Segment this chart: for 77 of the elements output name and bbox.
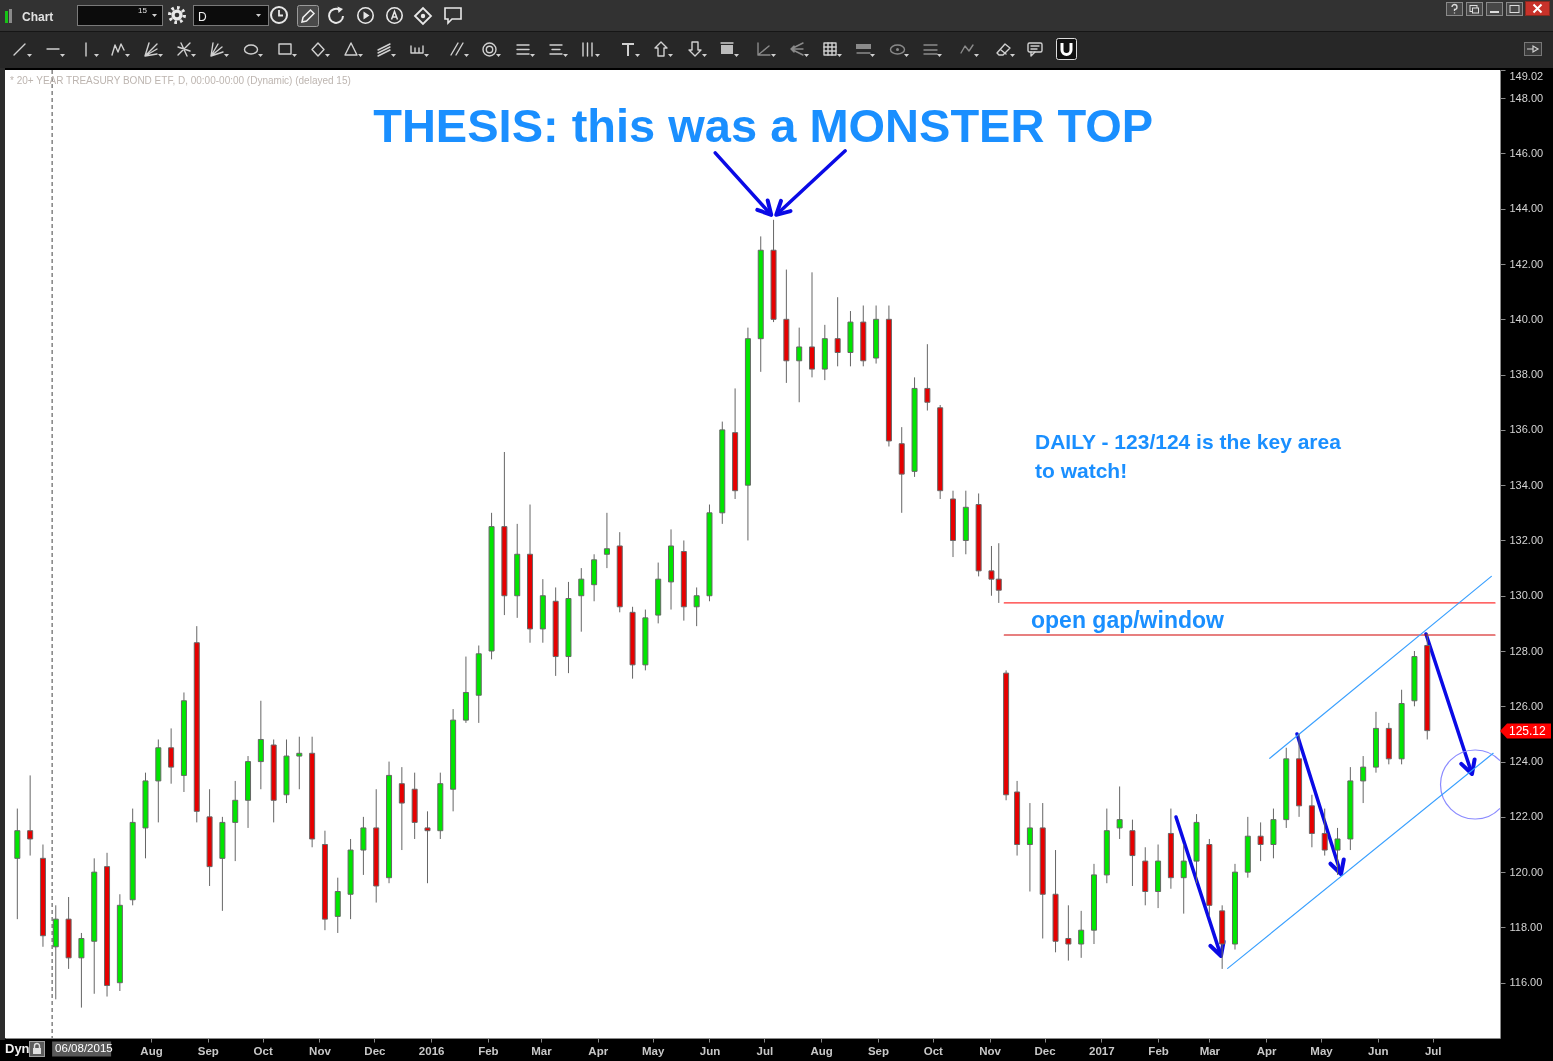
y-tick-label: 138.00 bbox=[1509, 368, 1544, 381]
x-tick-label: Sep bbox=[867, 1044, 889, 1057]
y-tick-label: 144.00 bbox=[1509, 202, 1544, 215]
candlestick bbox=[834, 296, 841, 367]
x-tick-label: May bbox=[1310, 1044, 1334, 1057]
x-tick-label: Nov bbox=[309, 1044, 332, 1057]
y-tick-label: 118.00 bbox=[1509, 920, 1543, 933]
text: Dyn bbox=[5, 1041, 30, 1056]
annotation: THESIS: this was a MONSTER TOP bbox=[373, 98, 1154, 152]
x-tick-label: 2017 bbox=[1089, 1044, 1115, 1057]
y-tick-label: 140.00 bbox=[1509, 312, 1544, 325]
y-tick-label: 142.00 bbox=[1509, 257, 1544, 270]
y-tick-label: 128.00 bbox=[1509, 644, 1544, 657]
y-tick-label: 130.00 bbox=[1509, 589, 1544, 602]
y-tick-label: 116.00 bbox=[1509, 976, 1543, 989]
candlestick bbox=[1257, 821, 1264, 862]
x-tick-label: Apr bbox=[1256, 1044, 1278, 1057]
x-tick-label: Nov bbox=[979, 1044, 1002, 1057]
y-tick-label: 148.00 bbox=[1509, 91, 1544, 104]
y-tick-label: 149.02 bbox=[1509, 69, 1544, 82]
candlestick bbox=[1116, 785, 1123, 840]
x-tick-label: Oct bbox=[253, 1044, 273, 1057]
y-tick-label: 132.00 bbox=[1509, 533, 1544, 546]
x-tick-label: Mar bbox=[1199, 1044, 1221, 1057]
candlestick bbox=[578, 567, 585, 633]
annotation: DAILY - 123/124 is the key area to watch! bbox=[1035, 429, 1342, 482]
ref-line-label: 06/08/2015 bbox=[55, 1042, 113, 1054]
x-tick-label: Feb bbox=[1148, 1044, 1169, 1057]
x-tick-label: Oct bbox=[923, 1044, 944, 1057]
x-tick-label: Aug bbox=[810, 1044, 833, 1057]
candlestick bbox=[1065, 904, 1072, 962]
candlestick bbox=[924, 343, 931, 412]
candlestick bbox=[168, 727, 175, 785]
candlestick bbox=[1360, 755, 1367, 804]
x-tick-label: Mar bbox=[531, 1044, 553, 1057]
candlestick bbox=[1321, 808, 1328, 857]
text: 125.12 bbox=[1509, 724, 1547, 739]
candlestick bbox=[809, 271, 816, 378]
x-tick-label: Dec bbox=[1034, 1044, 1057, 1057]
y-tick-label: 126.00 bbox=[1509, 699, 1544, 712]
candlestick bbox=[1334, 827, 1341, 876]
candlestick bbox=[424, 810, 431, 884]
text: Chart bbox=[22, 9, 54, 24]
candlestick bbox=[603, 512, 610, 569]
candlestick bbox=[257, 700, 264, 790]
x-tick-label: Sep bbox=[197, 1044, 219, 1057]
candlestick bbox=[1078, 910, 1085, 959]
x-tick-label: Jul bbox=[756, 1044, 774, 1057]
x-tick-label: Jun bbox=[699, 1044, 721, 1057]
candlestick bbox=[796, 327, 803, 403]
text: * 20+ YEAR TREASURY BOND ETF, D, 00:00-00:00 (Dynamic) (delayed 15) bbox=[10, 75, 351, 86]
candlestick bbox=[398, 766, 405, 851]
x-tick-label: Jun bbox=[1368, 1044, 1389, 1057]
x-tick-label: Feb bbox=[478, 1044, 499, 1057]
y-tick-label: 134.00 bbox=[1509, 478, 1544, 491]
y-tick-label: 136.00 bbox=[1509, 423, 1544, 436]
x-tick-label: 2016 bbox=[418, 1044, 445, 1057]
y-tick-label: 146.00 bbox=[1509, 146, 1544, 159]
x-tick-label: Aug bbox=[140, 1044, 163, 1057]
x-tick-label: May bbox=[642, 1044, 665, 1057]
x-tick-label: Apr bbox=[588, 1044, 609, 1057]
candlestick bbox=[296, 736, 303, 790]
candlestick bbox=[27, 774, 34, 857]
candlestick bbox=[693, 586, 700, 627]
y-tick-label: 120.00 bbox=[1509, 865, 1544, 878]
text: 15 bbox=[138, 5, 148, 15]
y-tick-label: 122.00 bbox=[1509, 810, 1544, 823]
candlestick bbox=[360, 816, 367, 876]
y-tick-label: 124.00 bbox=[1509, 755, 1544, 768]
annotation: open gap/window bbox=[1031, 607, 1225, 633]
x-tick-label: Jul bbox=[1424, 1044, 1442, 1057]
candlestick bbox=[78, 932, 85, 1009]
candlestick bbox=[232, 780, 239, 862]
candlestick bbox=[1180, 844, 1187, 915]
x-tick-label: Dec bbox=[364, 1044, 387, 1057]
candlestick bbox=[1026, 802, 1033, 892]
text: D bbox=[198, 9, 207, 24]
